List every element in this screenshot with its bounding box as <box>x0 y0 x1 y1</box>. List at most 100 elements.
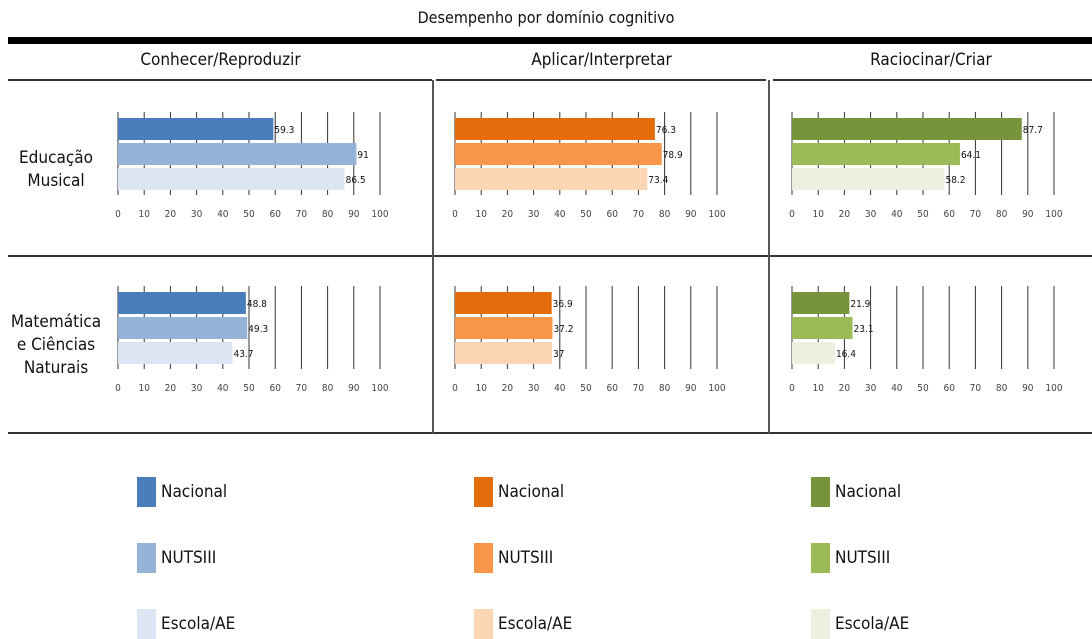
tick-label: 10 <box>812 209 824 220</box>
tick-label: 60 <box>606 209 618 220</box>
tick-label: 30 <box>865 383 877 394</box>
tick-label: 60 <box>269 209 281 220</box>
row-label-educacao-musical: Educação Musical <box>0 147 112 193</box>
legend-swatch <box>474 543 493 573</box>
tick-label: 100 <box>708 383 725 394</box>
data-label: 58.2 <box>945 175 965 186</box>
legend-swatch <box>811 477 830 507</box>
tick-label: 10 <box>475 209 487 220</box>
tick-label: 0 <box>452 209 458 220</box>
column-divider-1 <box>432 80 434 433</box>
row-label-line: Educação <box>19 148 93 168</box>
row-label-line: Naturais <box>23 358 89 378</box>
tick-label: 90 <box>1022 383 1034 394</box>
data-label: 37 <box>553 349 564 360</box>
panel-educacao-aplicar: 76.3 78.9 73.4 0 10 20 30 40 50 60 70 80 90 100 <box>452 112 726 220</box>
tick-label: 70 <box>633 209 645 220</box>
chart-title: Desempenho por domínio cognitivo <box>417 8 675 27</box>
tick-label: 40 <box>554 383 566 394</box>
legend-swatch <box>474 609 493 639</box>
tick-label: 30 <box>865 209 877 220</box>
tick-label: 20 <box>502 383 514 394</box>
data-label: 23.1 <box>854 324 874 335</box>
column-title-aplicar: Aplicar/Interpretar <box>531 50 672 70</box>
tick-label: 20 <box>839 209 851 220</box>
column-divider-2 <box>768 80 770 433</box>
bar-nutsiii <box>118 317 248 339</box>
tick-label: 90 <box>348 209 360 220</box>
tick-label: 60 <box>943 383 955 394</box>
tick-label: 50 <box>580 209 592 220</box>
tick-label: 70 <box>296 209 308 220</box>
bar-escola-ae <box>792 168 945 190</box>
bar-nacional <box>118 118 274 140</box>
bar-nacional <box>118 292 246 314</box>
tick-label: 0 <box>789 383 795 394</box>
tick-label: 70 <box>296 383 308 394</box>
data-label: 21.9 <box>850 299 870 310</box>
bar-nacional <box>455 292 552 314</box>
data-label: 64.1 <box>961 150 981 161</box>
tick-label: 80 <box>659 209 671 220</box>
column-title-conhecer: Conhecer/Reproduzir <box>140 50 301 70</box>
column-title-raciocinar: Raciocinar/Criar <box>870 50 992 70</box>
tick-label: 100 <box>708 209 725 220</box>
tick-label: 20 <box>165 383 177 394</box>
data-label: 48.8 <box>247 299 267 310</box>
bar-nacional <box>792 292 850 314</box>
tick-label: 80 <box>322 209 334 220</box>
tick-label: 80 <box>996 209 1008 220</box>
data-label: 49.3 <box>248 324 268 335</box>
bar-escola-ae <box>118 342 233 364</box>
tick-label: 20 <box>165 209 177 220</box>
title-rule <box>8 37 1092 44</box>
panel-educacao-raciocinar: 87.7 64.1 58.2 0 10 20 30 40 50 60 70 80 90 100 <box>789 112 1063 220</box>
tick-label: 50 <box>917 209 929 220</box>
tick-label: 30 <box>191 209 203 220</box>
legend-label: Nacional <box>498 482 565 502</box>
bar-nutsiii <box>455 317 553 339</box>
bottom-rule <box>8 432 1092 434</box>
tick-label: 0 <box>452 383 458 394</box>
tick-label: 90 <box>685 383 697 394</box>
row-divider <box>8 255 1092 257</box>
bar-escola-ae <box>455 342 552 364</box>
data-label: 76.3 <box>656 125 676 136</box>
tick-label: 20 <box>502 209 514 220</box>
tick-label: 40 <box>217 209 229 220</box>
tick-label: 70 <box>970 209 982 220</box>
tick-label: 100 <box>1045 383 1062 394</box>
header-rule-2 <box>436 79 766 81</box>
tick-label: 70 <box>633 383 645 394</box>
tick-label: 50 <box>917 383 929 394</box>
tick-label: 10 <box>138 383 150 394</box>
data-label: 86.5 <box>346 175 366 186</box>
panel-educacao-conhecer: 59.3 91 86.5 0 10 20 30 40 50 60 70 80 90 100 <box>115 112 389 220</box>
tick-label: 80 <box>659 383 671 394</box>
tick-label: 100 <box>371 209 388 220</box>
tick-label: 50 <box>580 383 592 394</box>
tick-label: 30 <box>528 383 540 394</box>
legend-label: NUTSIII <box>498 548 554 568</box>
legend-label: Escola/AE <box>498 614 573 634</box>
tick-label: 30 <box>191 383 203 394</box>
data-label: 87.7 <box>1023 125 1043 136</box>
header-rule-3 <box>773 79 1092 81</box>
tick-label: 10 <box>812 383 824 394</box>
data-label: 73.4 <box>648 175 668 186</box>
panel-matematica-aplicar: 36.9 37.2 37 0 10 20 30 40 50 60 70 80 90 100 <box>452 286 726 394</box>
tick-label: 0 <box>789 209 795 220</box>
data-label: 37.2 <box>553 324 573 335</box>
tick-label: 40 <box>891 209 903 220</box>
legend-label: Escola/AE <box>161 614 236 634</box>
tick-label: 100 <box>1045 209 1062 220</box>
tick-label: 40 <box>217 383 229 394</box>
tick-label: 60 <box>606 383 618 394</box>
header-rule-1 <box>8 79 432 81</box>
bar-escola-ae <box>792 342 835 364</box>
legend-swatch <box>811 609 830 639</box>
legend-swatch <box>811 543 830 573</box>
bar-nutsiii <box>118 143 357 165</box>
tick-label: 50 <box>243 209 255 220</box>
data-label: 78.9 <box>663 150 683 161</box>
